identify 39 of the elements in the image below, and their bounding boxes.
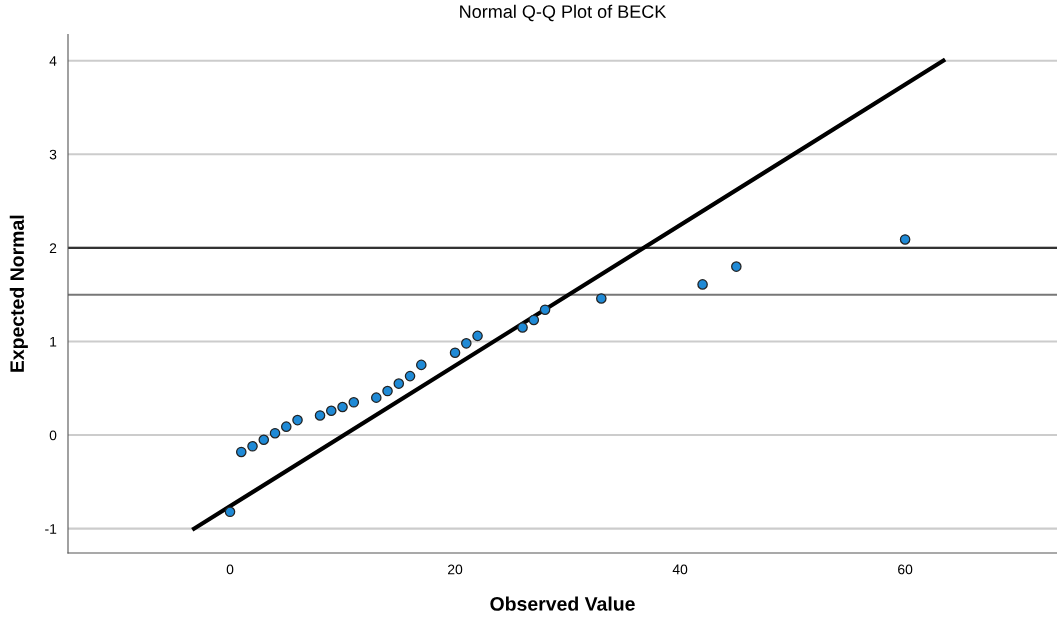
chart-title: Normal Q-Q Plot of BECK [460,4,667,22]
point [461,338,472,349]
point [280,421,292,432]
point [697,279,708,290]
point [416,359,427,371]
point [472,330,483,342]
y-tick-label: 3 [49,149,57,160]
y-tick-label: 1 [50,336,57,347]
x-tick-label: 40 [672,564,688,575]
point [539,304,551,315]
point [393,378,405,389]
point [292,414,303,426]
y-tick-label: -1 [45,524,57,534]
point [269,427,281,439]
point [596,293,607,304]
point [382,385,393,397]
point [337,401,348,413]
point [449,347,461,358]
point [224,506,236,518]
y-tick-label: 2 [49,243,57,253]
point [899,234,911,245]
x-axis-title: Observed Value [490,596,635,611]
point [517,322,528,333]
point [314,410,326,421]
y-tick-label: 4 [49,56,57,66]
x-tick-label: 20 [448,564,463,575]
point [325,405,337,417]
point [348,397,360,408]
y-axis-title: Expected Normal [9,215,28,372]
point [258,434,270,446]
point [404,370,416,382]
y-tick-label: 0 [49,430,57,441]
x-tick-label: 0 [226,564,234,575]
point [731,261,742,272]
x-tick-label: 60 [898,564,913,575]
point [371,392,382,403]
point [235,446,247,458]
point [247,441,258,452]
point [528,314,540,326]
